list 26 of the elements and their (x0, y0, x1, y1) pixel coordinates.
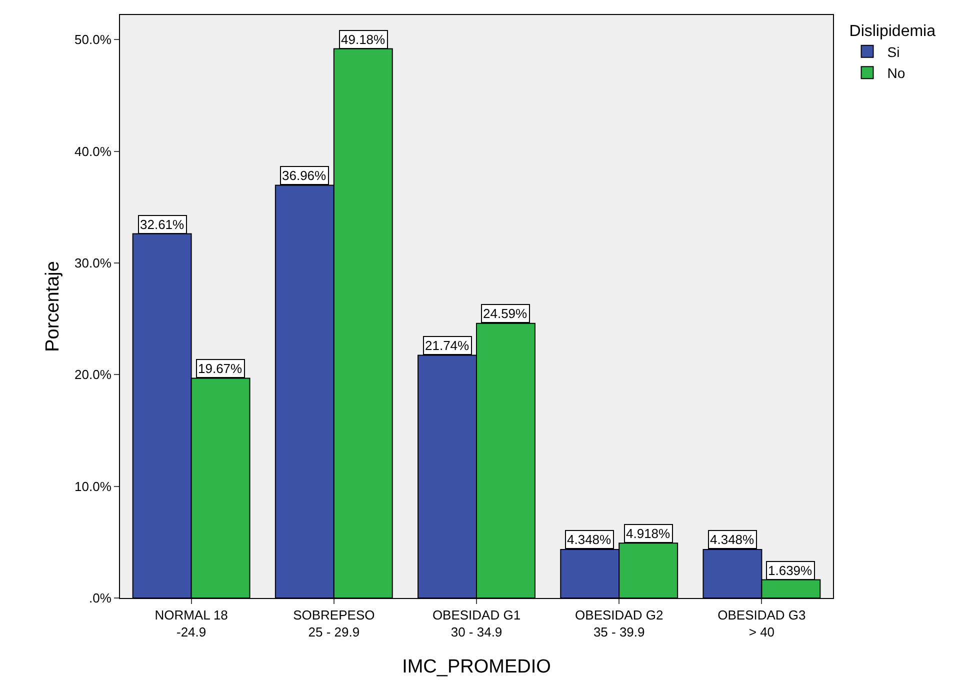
data-label: 36.96% (282, 168, 327, 183)
y-tick-label: 30.0% (74, 255, 112, 270)
data-label: 19.67% (198, 361, 243, 376)
y-tick-label: 50.0% (74, 32, 112, 48)
y-tick-label: 20.0% (74, 367, 112, 382)
legend-label: Si (887, 44, 900, 60)
legend-title: Dislipidemia (849, 22, 936, 40)
y-tick-label: .0% (88, 590, 112, 606)
x-tick-label: OBESIDAD G1 30 - 34.9 (432, 608, 521, 640)
data-label: 32.61% (140, 217, 185, 232)
data-label: 4.348% (710, 532, 755, 547)
x-tick-label: OBESIDAD G3 > 40 (718, 608, 806, 640)
data-label: 1.639% (768, 563, 813, 578)
y-axis-title: Porcentaje (42, 261, 64, 352)
data-label: 49.18% (341, 32, 386, 47)
legend-label: No (887, 65, 906, 82)
data-label: 24.59% (483, 306, 528, 321)
data-label: 21.74% (425, 338, 470, 353)
y-tick-label: 40.0% (74, 144, 112, 159)
x-tick-label: NORMAL 18 -24.9 (154, 608, 228, 640)
x-axis-title: IMC_PROMEDIO (402, 656, 551, 678)
y-tick-label: 10.0% (74, 478, 112, 494)
x-tick-label: OBESIDAD G2 35 - 39.9 (575, 608, 664, 640)
data-label: 4.348% (567, 532, 612, 547)
data-label: 4.918% (626, 526, 671, 541)
x-tick-label: SOBREPESO 25 - 29.9 (293, 608, 375, 640)
